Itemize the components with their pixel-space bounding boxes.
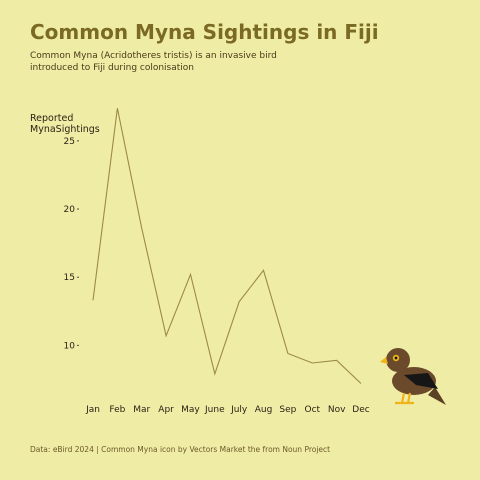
- x-tick-label: Mar: [133, 405, 150, 415]
- y-tick-label: 20: [64, 205, 76, 215]
- data-point: [360, 382, 362, 384]
- y-tick-label: 25: [64, 137, 75, 147]
- x-tick-label: May: [181, 405, 200, 415]
- data-point: [335, 359, 337, 361]
- x-tick-label: Oct: [304, 405, 320, 415]
- common-myna-bird-icon: [380, 348, 446, 405]
- x-tick-label: July: [230, 405, 248, 415]
- x-tick-label: Apr: [158, 405, 174, 415]
- x-tick-label: Jan: [85, 405, 100, 415]
- chart-subtitle: Common Myna (Acridotheres tristis) is an…: [30, 51, 277, 73]
- chart-caption: Data: eBird 2024 | Common Myna icon by V…: [30, 445, 331, 454]
- x-tick-label: Dec: [352, 405, 369, 415]
- x-tick-label: Aug: [255, 405, 273, 415]
- x-tick-label: June: [204, 405, 225, 415]
- data-point: [92, 299, 94, 301]
- y-tick-label: 10: [64, 341, 76, 351]
- chart-title: Common Myna Sightings in Fiji: [30, 20, 379, 44]
- data-point: [165, 335, 167, 337]
- data-point: [262, 269, 264, 271]
- series-line: [92, 108, 362, 384]
- y-tick-label: 15: [64, 273, 75, 283]
- x-tick-label: Sep: [279, 405, 296, 415]
- data-point: [238, 300, 240, 302]
- x-tick-label: Nov: [328, 405, 346, 415]
- data-point: [116, 107, 118, 109]
- data-point: [311, 362, 313, 364]
- data-point: [189, 273, 191, 275]
- data-point: [141, 227, 143, 229]
- x-tick-label: Feb: [109, 405, 125, 415]
- data-point: [287, 352, 289, 354]
- y-axis-label: Reported MynaSightings: [30, 113, 100, 135]
- data-point: [214, 373, 216, 375]
